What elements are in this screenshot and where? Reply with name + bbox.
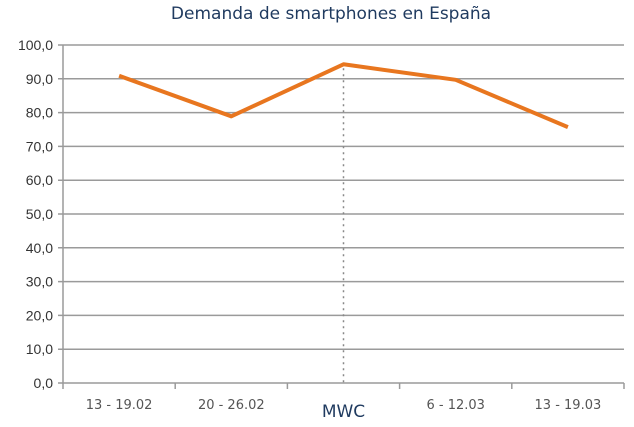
x-tick-label: 6 - 12.03: [426, 398, 484, 413]
y-tick-label: 50,0: [26, 206, 53, 222]
x-tick-label: 13 - 19.03: [535, 398, 602, 413]
y-tick-label: 0,0: [34, 375, 54, 391]
y-tick-label: 60,0: [26, 172, 53, 188]
y-tick-label: 20,0: [26, 307, 53, 323]
x-tick-label: 20 - 26.02: [198, 398, 265, 413]
y-tick-label: 90,0: [26, 71, 53, 87]
y-tick-label: 30,0: [26, 274, 53, 290]
y-tick-label: 70,0: [26, 138, 53, 154]
y-tick-label: 80,0: [26, 105, 53, 121]
x-tick-label: MWC: [322, 402, 365, 422]
chart-title: Demanda de smartphones en España: [171, 4, 491, 24]
y-tick-label: 10,0: [26, 341, 53, 357]
y-tick-label: 100,0: [18, 37, 53, 53]
x-tick-label: 13 - 19.02: [86, 398, 153, 413]
y-tick-label: 40,0: [26, 240, 53, 256]
